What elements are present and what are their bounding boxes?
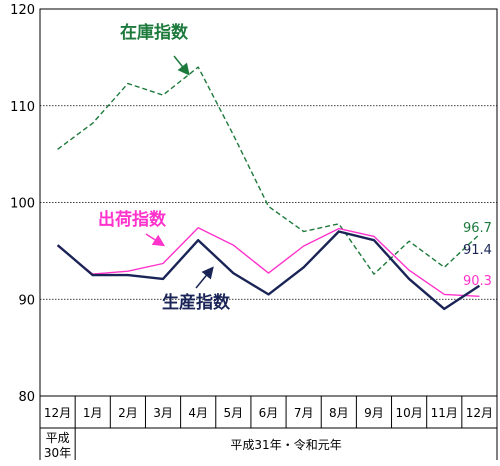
gridlines: [40, 105, 497, 300]
series-line-1: [57, 226, 480, 297]
legend-label-seisan: 生産指数: [162, 292, 231, 313]
year-label-reiwa: 平成31年・令和元年: [230, 437, 341, 452]
year-label-heisei: 平成: [46, 431, 70, 445]
x-tick-label: 12月: [44, 406, 71, 420]
legend-arrow-seisan: [195, 266, 214, 289]
y-tick-label: 80: [18, 390, 35, 405]
x-tick-label: 4月: [188, 406, 208, 420]
plot-frame: [39, 8, 498, 397]
y-axis-tick-labels: 80 90 100 110 120: [10, 3, 35, 405]
y-tick-label: 120: [10, 3, 35, 18]
x-tick-label: 5月: [224, 406, 244, 420]
x-tick-label: 7月: [294, 406, 314, 420]
end-label-seisan: 91.4: [463, 243, 492, 258]
series-line-2: [56, 230, 481, 311]
legend-arrow-zaiko: [173, 55, 190, 76]
x-tick-label: 8月: [329, 406, 349, 420]
x-tick-label: 10月: [395, 406, 422, 420]
y-tick-label: 110: [10, 100, 35, 115]
legend-arrow-shukka: [145, 233, 166, 247]
x-tick-label: 9月: [364, 406, 384, 420]
series-line-0: [57, 66, 480, 275]
legend-label-shukka: 出荷指数: [98, 209, 167, 230]
x-tick-label: 12月: [466, 406, 493, 420]
x-tick-label: 3月: [153, 406, 173, 420]
x-tick-label: 11月: [431, 406, 458, 420]
x-tick-label: 2月: [118, 406, 138, 420]
series-lines: [56, 66, 481, 311]
x-tick-label: 1月: [83, 406, 103, 420]
end-label-shukka: 90.3: [463, 274, 492, 289]
year-label-30: 30年: [44, 446, 71, 460]
x-tick-label: 6月: [259, 406, 279, 420]
legend-label-zaiko: 在庫指数: [120, 22, 189, 43]
y-tick-label: 90: [18, 293, 35, 308]
y-tick-label: 100: [10, 197, 35, 212]
end-label-zaiko: 96.7: [463, 221, 492, 236]
